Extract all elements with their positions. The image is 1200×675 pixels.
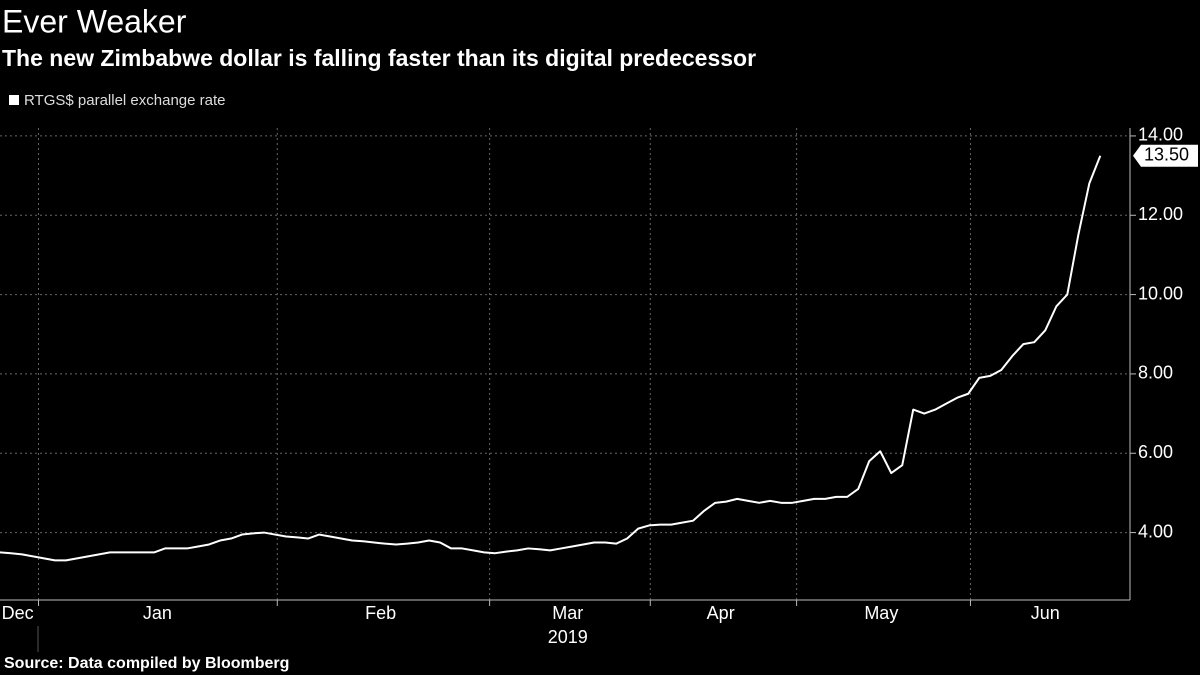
y-tick-label: 6.00: [1138, 442, 1173, 462]
source-note: Source: Data compiled by Bloomberg: [4, 655, 289, 672]
y-tick-label: 10.00: [1138, 283, 1183, 303]
x-tick-label: Jan: [143, 603, 172, 623]
x-tick-label: Jun: [1031, 603, 1060, 623]
y-tick-label: 4.00: [1138, 521, 1173, 541]
callout-label: 13.50: [1144, 145, 1189, 165]
chart-subtitle: The new Zimbabwe dollar is falling faste…: [2, 45, 756, 71]
x-tick-label: Apr: [707, 603, 735, 623]
x-year-label: 2019: [548, 627, 588, 647]
x-tick-label: Mar: [552, 603, 583, 623]
x-tick-label: Feb: [365, 603, 396, 623]
x-tick-label: Dec: [2, 603, 34, 623]
callout-box: [1133, 144, 1198, 167]
y-tick-label: 8.00: [1138, 363, 1173, 383]
data-line: [0, 155, 1102, 562]
y-tick-label: 14.00: [1138, 125, 1183, 145]
x-tick-label: May: [864, 603, 898, 623]
legend-label: RTGS$ parallel exchange rate: [24, 92, 226, 109]
y-tick-label: 12.00: [1138, 204, 1183, 224]
chart-title: Ever Weaker: [2, 3, 187, 39]
legend-swatch: [9, 95, 19, 105]
